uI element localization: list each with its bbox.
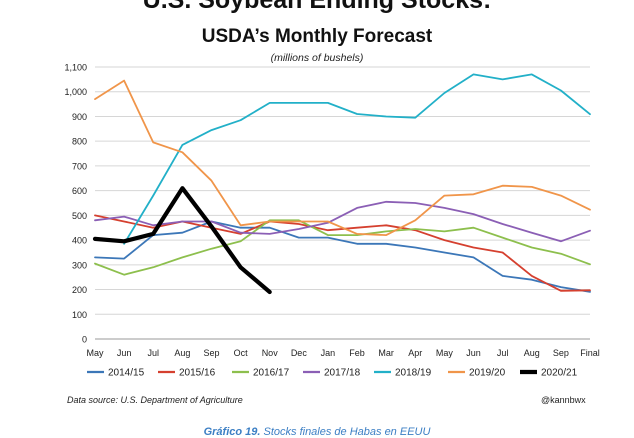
unit-note: (millions of bushels) xyxy=(270,52,364,64)
chart-title: U.S. Soybean Ending Stocks: xyxy=(142,0,492,14)
y-tick-label: 200 xyxy=(72,285,87,295)
x-tick-label: Sep xyxy=(553,348,569,358)
series-line-2015-16 xyxy=(94,214,591,292)
x-tick-label: Feb xyxy=(349,348,365,358)
legend-label: 2018/19 xyxy=(395,368,432,379)
x-tick-label: Nov xyxy=(262,348,279,358)
x-tick-label: Jun xyxy=(466,348,481,358)
x-tick-label: Jan xyxy=(321,348,336,358)
y-tick-label: 300 xyxy=(72,260,87,270)
x-tick-label: Aug xyxy=(174,348,190,358)
series-line-2016-17 xyxy=(94,219,591,276)
credit-handle: @kannbwx xyxy=(541,395,586,405)
y-tick-label: 0 xyxy=(82,335,87,345)
legend-label: 2017/18 xyxy=(324,368,361,379)
caption-label: Gráfico 19. xyxy=(203,426,261,438)
legend-label: 2019/20 xyxy=(469,368,506,379)
y-tick-label: 800 xyxy=(72,137,87,147)
y-tick-label: 900 xyxy=(72,112,87,122)
legend-label: 2020/21 xyxy=(541,368,578,379)
legend-label: 2016/17 xyxy=(253,368,290,379)
y-tick-label: 1,000 xyxy=(64,87,87,97)
figure-caption: Gráfico 19. Stocks finales de Habas en E… xyxy=(0,426,634,438)
y-tick-label: 400 xyxy=(72,236,87,246)
x-tick-label: Final xyxy=(580,348,600,358)
series-line-2017-18 xyxy=(94,200,591,243)
legend-label: 2015/16 xyxy=(179,368,216,379)
x-tick-label: Jul xyxy=(497,348,509,358)
y-tick-label: 600 xyxy=(72,186,87,196)
x-tick-label: Dec xyxy=(291,348,308,358)
y-tick-label: 500 xyxy=(72,211,87,221)
caption-text: Stocks finales de Habas en EEUU xyxy=(263,426,431,438)
x-tick-label: Apr xyxy=(408,348,422,358)
x-tick-label: Jun xyxy=(117,348,132,358)
series-line-2018-19 xyxy=(123,73,591,245)
chart-subtitle: USDA’s Monthly Forecast xyxy=(201,26,433,47)
legend-label: 2014/15 xyxy=(108,368,145,379)
y-tick-label: 100 xyxy=(72,310,87,320)
x-tick-label: Mar xyxy=(378,348,394,358)
y-tick-label: 1,100 xyxy=(64,63,87,73)
series-line-2019-20 xyxy=(94,79,591,237)
x-tick-label: May xyxy=(436,348,454,358)
x-tick-label: Oct xyxy=(234,348,249,358)
x-tick-label: Aug xyxy=(524,348,540,358)
x-tick-label: Jul xyxy=(147,348,159,358)
x-tick-label: Sep xyxy=(203,348,219,358)
data-source-note: Data source: U.S. Department of Agricult… xyxy=(67,395,243,405)
series-line-2020-21 xyxy=(92,186,272,295)
y-tick-label: 700 xyxy=(72,161,87,171)
series-line-2014-15 xyxy=(94,220,591,293)
x-tick-label: May xyxy=(86,348,104,358)
